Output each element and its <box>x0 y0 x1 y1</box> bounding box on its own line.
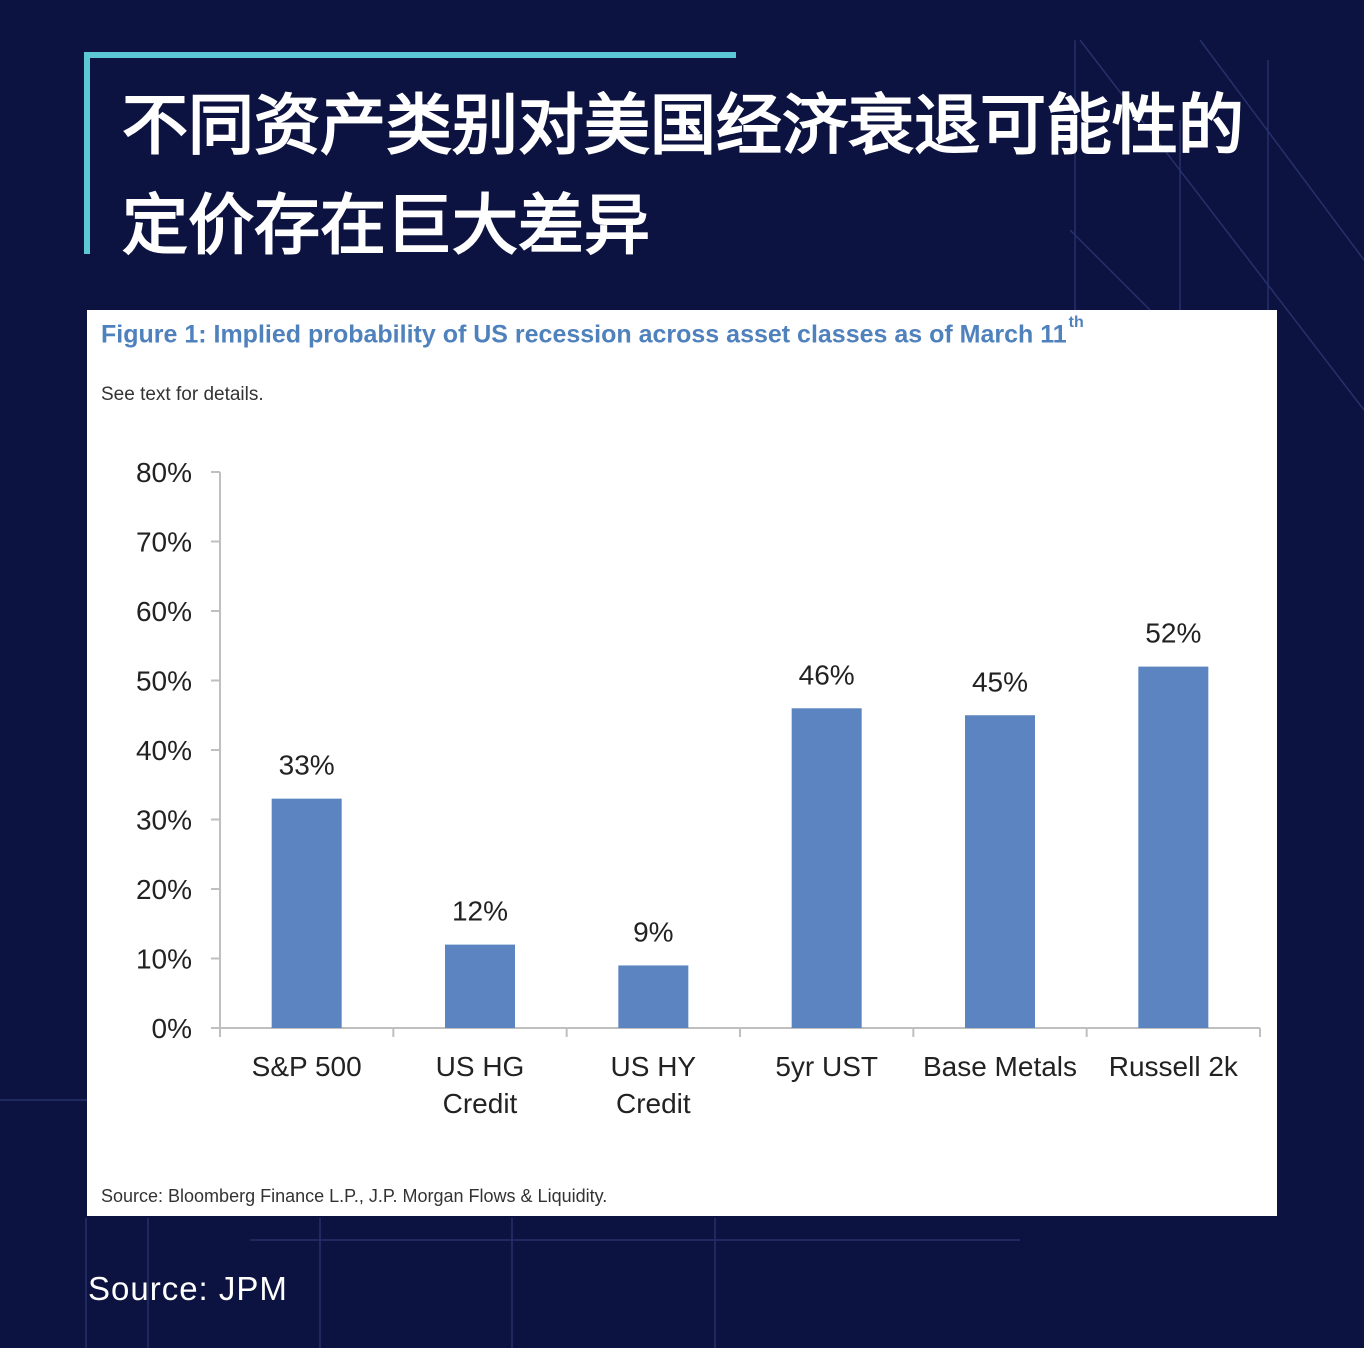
y-tick-label: 10% <box>136 944 192 975</box>
y-tick-label: 80% <box>136 457 192 488</box>
bar-chart: 0% 10% 20% 30% 40% 50% 60% 70% 80% 33% S&P 500 12% U… <box>136 457 1261 1119</box>
y-tick-label: 40% <box>136 735 192 766</box>
headline: 不同资产类别对美国经济衰退可能性的 定价存在巨大差异 <box>122 76 1302 276</box>
x-tick-label: Base Metals <box>923 1051 1077 1082</box>
page-source: Source: JPM <box>88 1270 288 1307</box>
data-label: 52% <box>1145 618 1201 649</box>
x-tick-label: Credit <box>616 1088 691 1119</box>
figure-title-text: Figure 1: Implied probability of US rece… <box>101 320 1067 349</box>
figure-card: Figure 1: Implied probability of US rece… <box>87 310 1277 1216</box>
x-tick-label: US HY <box>611 1051 697 1082</box>
y-tick-label: 60% <box>136 596 192 627</box>
x-tick-label: US HG <box>436 1051 525 1082</box>
y-tick-label: 20% <box>136 874 192 905</box>
data-label: 33% <box>279 750 335 781</box>
figure-title-superscript: th <box>1068 314 1084 331</box>
bar <box>791 708 862 1028</box>
data-label: 9% <box>633 916 673 947</box>
bar <box>271 798 342 1028</box>
figure-source: Source: Bloomberg Finance L.P., J.P. Mor… <box>101 1186 608 1206</box>
bar <box>618 965 689 1028</box>
y-tick-label: 50% <box>136 666 192 697</box>
x-tick-label: Credit <box>443 1088 518 1119</box>
figure-title: Figure 1: Implied probability of US rece… <box>101 314 1084 349</box>
accent-bar-top <box>84 52 736 58</box>
x-tick-label: 5yr UST <box>775 1051 878 1082</box>
figure-subtitle: See text for details. <box>101 384 264 405</box>
data-label: 45% <box>972 666 1028 697</box>
y-tick-label: 0% <box>152 1013 192 1044</box>
accent-bar-left <box>84 52 90 254</box>
data-label: 46% <box>799 659 855 690</box>
bar <box>1138 666 1209 1028</box>
y-tick-label: 30% <box>136 805 192 836</box>
x-tick-label: Russell 2k <box>1109 1051 1239 1082</box>
headline-line-1: 不同资产类别对美国经济衰退可能性的 <box>122 87 1244 164</box>
headline-line-2: 定价存在巨大差异 <box>122 187 650 264</box>
bar <box>965 715 1035 1028</box>
bar <box>445 944 515 1028</box>
data-label: 12% <box>452 896 508 927</box>
x-tick-label: S&P 500 <box>252 1051 362 1082</box>
y-tick-label: 70% <box>136 527 192 558</box>
